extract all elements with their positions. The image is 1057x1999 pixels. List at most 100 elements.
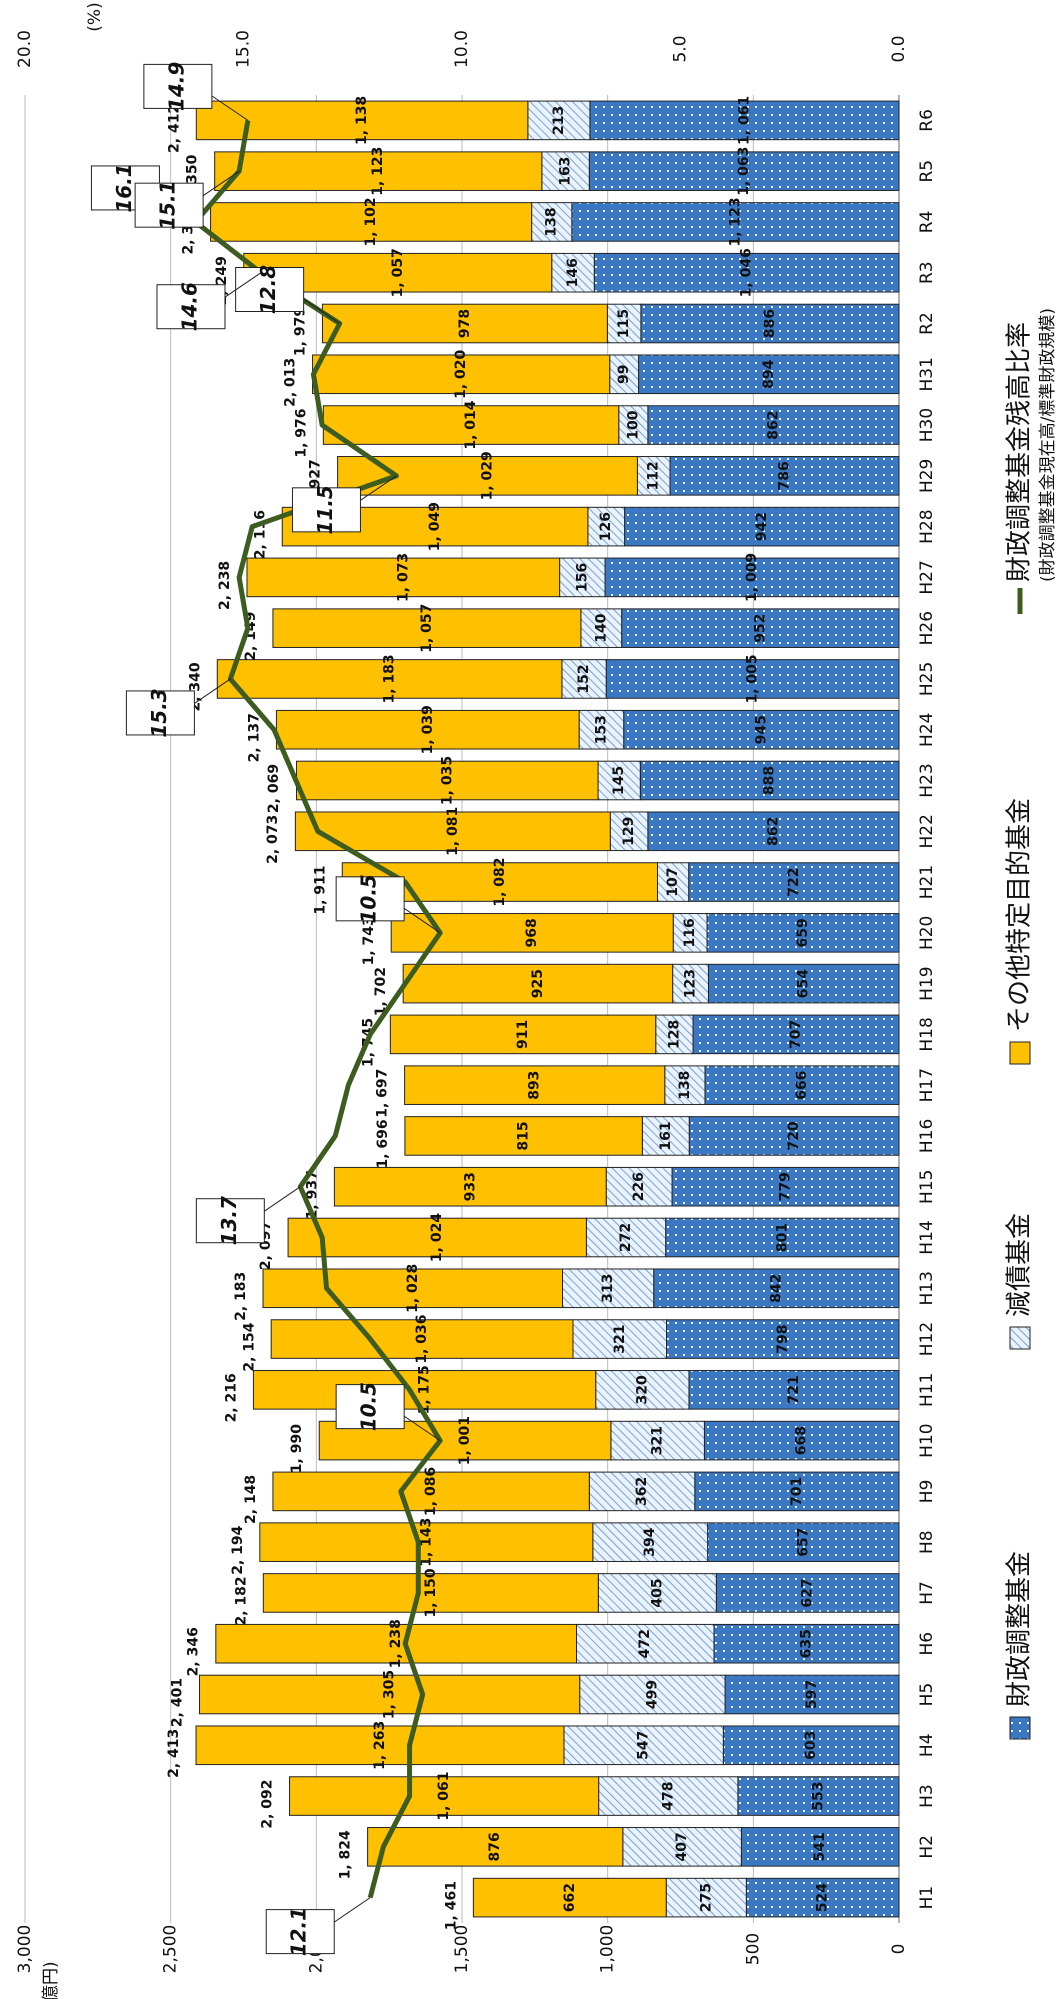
segment-label: 722 (786, 867, 802, 896)
x-tick-label: H16 (917, 1119, 937, 1153)
segment-label: 129 (621, 817, 637, 846)
segment-label: 1, 081 (445, 807, 461, 856)
x-tick-label: H17 (917, 1068, 937, 1102)
bar-segment (318, 1420, 612, 1461)
bar-segment (333, 1166, 607, 1207)
bar-segment (216, 659, 563, 699)
total-label: 2, 013 (283, 358, 299, 407)
segment-label: 876 (487, 1832, 503, 1861)
bar-segment (195, 100, 529, 141)
segment-label: 153 (593, 715, 609, 744)
label-box (335, 876, 405, 922)
segment-label: 163 (558, 157, 574, 186)
segment-label: 1, 183 (382, 654, 398, 703)
bar-segment (270, 1319, 574, 1359)
segment-label: 115 (616, 309, 632, 338)
legend-label: 財政調整基金残高比率 (1005, 322, 1035, 582)
bar-segment (215, 1623, 577, 1664)
segment-label: 1, 263 (372, 1721, 388, 1770)
segment-label: 933 (462, 1172, 478, 1201)
segment-label: 107 (665, 867, 681, 896)
segment-label: 942 (754, 512, 770, 541)
bar-segment (404, 1065, 666, 1105)
segment-label: 1, 138 (354, 96, 370, 145)
ratio-label: 13.7 (217, 1196, 241, 1245)
x-tick-label: R6 (917, 109, 937, 132)
bar-segment (337, 456, 638, 496)
segment-label: 1, 061 (736, 96, 752, 145)
segment-label: 152 (576, 664, 592, 693)
segment-label: 320 (634, 1375, 650, 1404)
ratio-label: 14.9 (164, 62, 188, 111)
segment-label: 786 (777, 461, 793, 490)
bar-segment (289, 1776, 600, 1816)
label-box (265, 1909, 335, 1955)
segment-label: 1, 029 (479, 451, 495, 500)
segment-label: 968 (524, 918, 540, 947)
segment-label: 1, 009 (744, 553, 760, 602)
segment-label: 146 (565, 258, 581, 287)
segment-label: 945 (753, 715, 769, 744)
ratio-label: 10.5 (357, 874, 381, 923)
total-label: 2, 413 (166, 1729, 182, 1778)
segment-label: 1, 024 (429, 1213, 445, 1262)
segment-label: 1, 039 (420, 705, 436, 754)
x-tick-label: H15 (917, 1170, 937, 1204)
total-label: 1, 697 (375, 1069, 391, 1118)
ratio-line (192, 119, 443, 1899)
bar-segment (287, 1217, 587, 1258)
segment-label: 126 (598, 512, 614, 541)
total-label: 2, 092 (260, 1779, 276, 1828)
total-label: 1, 702 (373, 967, 389, 1016)
y2-tick-label: 5.0 (671, 35, 691, 62)
total-label: 1, 911 (312, 865, 328, 914)
x-tick-label: H10 (917, 1423, 937, 1457)
x-tick-label: H1 (917, 1886, 937, 1910)
total-label: 2, 148 (243, 1475, 259, 1524)
segment-label: 1, 028 (405, 1264, 421, 1313)
bar-segment (262, 1573, 599, 1613)
segment-label: 662 (562, 1883, 578, 1912)
segment-label: 798 (775, 1324, 791, 1353)
y-tick-label: 1,500 (452, 1925, 472, 1974)
legend-label: 減債基金 (1005, 1213, 1035, 1317)
x-tick-label: H11 (917, 1373, 937, 1407)
legend-note: (財政調整基金現在高/標準財政規模) (1038, 308, 1057, 582)
rotated-plot: (億円)(%)05001,0001,5002,0002,5003,0000.05… (15, 2, 1057, 1999)
x-tick-label: H19 (917, 966, 937, 1000)
legend-swatch (1009, 1041, 1031, 1065)
segment-label: 842 (768, 1274, 784, 1303)
segment-label: 1, 238 (388, 1619, 404, 1668)
bar-segment (390, 913, 674, 953)
segment-label: 1, 057 (390, 248, 406, 297)
segment-label: 1, 057 (419, 604, 435, 653)
label-box (156, 284, 226, 330)
ratio-label: 16.1 (112, 163, 136, 212)
segment-label: 666 (794, 1071, 810, 1100)
x-tick-label: H30 (917, 408, 937, 442)
total-label: 1, 990 (289, 1424, 305, 1473)
total-label: 1, 696 (375, 1119, 391, 1168)
x-tick-label: H29 (917, 459, 937, 493)
segment-label: 886 (762, 309, 778, 338)
x-tick-label: R2 (917, 312, 937, 335)
bar-segment (199, 1674, 581, 1715)
segment-label: 893 (527, 1071, 543, 1100)
segment-label: 707 (788, 1020, 804, 1049)
total-label: 2, 116 (253, 510, 269, 559)
segment-label: 213 (551, 106, 567, 135)
segment-label: 779 (778, 1172, 794, 1201)
bar-segment (210, 202, 533, 242)
segment-label: 161 (658, 1121, 674, 1150)
label-box (134, 182, 204, 228)
x-tick-label: H4 (917, 1733, 937, 1757)
legend-swatch (1009, 1326, 1031, 1350)
x-tick-label: R4 (917, 211, 937, 234)
x-tick-label: H14 (917, 1220, 937, 1254)
ratio-label: 15.1 (156, 180, 180, 229)
segment-label: 1, 049 (427, 502, 443, 551)
x-tick-label: H13 (917, 1271, 937, 1305)
total-label: 2, 401 (170, 1678, 186, 1727)
x-tick-label: H18 (917, 1017, 937, 1051)
